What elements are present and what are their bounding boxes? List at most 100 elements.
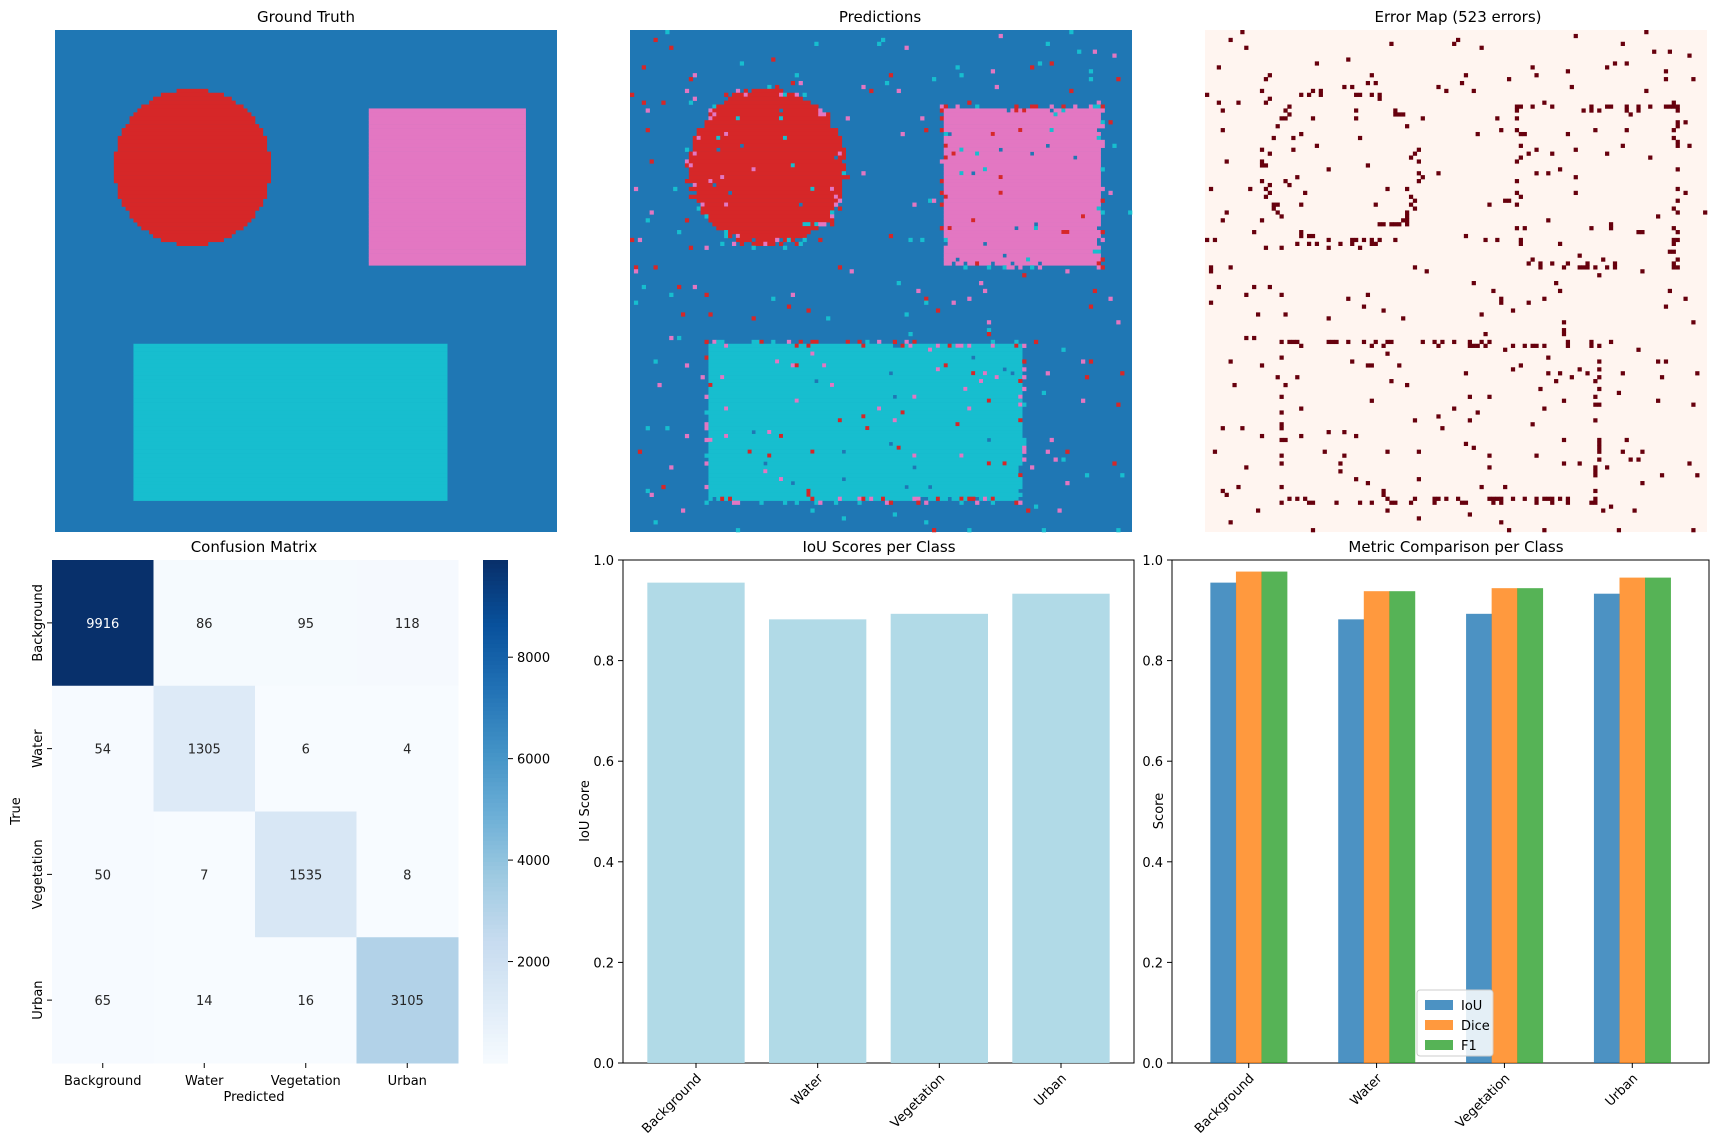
prediction-pixel-run xyxy=(994,496,1019,501)
ground-truth-pixel-run xyxy=(133,481,448,486)
prediction-pixel-run xyxy=(1100,265,1105,270)
ground-truth-pixel-run xyxy=(133,394,448,399)
prediction-pixel-run xyxy=(782,237,788,243)
prediction-pixel-run xyxy=(688,155,835,160)
error-pixel xyxy=(1597,386,1602,392)
prediction-pixel-run xyxy=(1112,53,1117,58)
prediction-pixel-run xyxy=(947,363,1023,368)
error-pixel xyxy=(1350,241,1355,246)
prediction-pixel-run xyxy=(810,496,815,501)
prediction-pixel-run xyxy=(971,371,976,376)
confusion-cell xyxy=(52,685,154,812)
prediction-pixel-run xyxy=(1014,339,1019,345)
prediction-pixel-run xyxy=(967,528,972,533)
error-pixel xyxy=(1593,496,1598,501)
prediction-pixel-run xyxy=(708,402,1019,407)
prediction-pixel-run xyxy=(1116,320,1121,325)
prediction-pixel-run xyxy=(712,179,843,184)
colorbar-segment xyxy=(483,912,508,917)
colorbar-segment xyxy=(483,1046,508,1052)
prediction-pixel-run xyxy=(653,359,658,364)
error-pixel xyxy=(1667,49,1672,54)
error-pixel xyxy=(1620,41,1625,46)
error-pixel xyxy=(1205,92,1210,97)
prediction-pixel-run xyxy=(943,182,1101,188)
ground-truth-pixel-run xyxy=(129,210,256,215)
prediction-pixel-run xyxy=(1014,108,1019,113)
prediction-pixel-run xyxy=(998,175,1003,180)
error-pixel xyxy=(1534,171,1539,176)
error-pixel xyxy=(1350,237,1355,243)
error-pixel xyxy=(1220,108,1225,113)
error-pixel xyxy=(1291,147,1296,152)
colorbar-tick-label: 8000 xyxy=(517,651,550,666)
error-map-title: Error Map (523 errors) xyxy=(1375,8,1542,26)
prediction-pixel-run xyxy=(810,492,1023,497)
prediction-pixel-run xyxy=(1026,257,1031,262)
prediction-pixel-run xyxy=(1057,112,1101,117)
error-pixel xyxy=(1656,398,1661,403)
error-pixel xyxy=(1397,222,1402,227)
prediction-pixel-run xyxy=(818,222,827,227)
error-pixel xyxy=(1546,171,1551,176)
error-pixel xyxy=(1232,382,1237,388)
prediction-pixel-run xyxy=(959,422,1023,427)
ground-truth-pixel-run xyxy=(368,155,526,160)
prediction-pixel-run xyxy=(704,410,901,415)
prediction-pixel-run xyxy=(908,237,913,243)
prediction-pixel-run xyxy=(920,116,925,121)
error-pixel xyxy=(1506,198,1512,203)
error-pixel xyxy=(1342,453,1347,458)
colorbar-segment xyxy=(483,580,508,586)
prediction-pixel-run xyxy=(637,237,643,243)
ground-truth-pixel-run xyxy=(133,484,448,490)
error-pixel xyxy=(1369,237,1374,243)
prediction-pixel-run xyxy=(1061,347,1066,352)
metric-x-tick-label: Background xyxy=(1192,1071,1257,1136)
error-pixel xyxy=(1624,104,1629,109)
error-pixel xyxy=(1675,265,1680,270)
error-pixel xyxy=(1377,92,1382,97)
prediction-pixel-run xyxy=(692,151,697,156)
prediction-pixel-run xyxy=(712,437,988,443)
prediction-pixel-run xyxy=(1002,147,1101,152)
prediction-pixel-run xyxy=(786,237,792,243)
prediction-pixel-run xyxy=(1065,108,1105,113)
prediction-pixel-run xyxy=(704,245,709,250)
ground-truth-pixel-run xyxy=(133,402,448,407)
ground-truth-pixel-run xyxy=(368,257,526,262)
ground-truth-pixel-run xyxy=(368,171,526,176)
prediction-pixel-run xyxy=(767,469,1019,474)
error-pixel xyxy=(1691,402,1696,407)
prediction-pixel-run xyxy=(708,465,913,470)
error-pixel xyxy=(1405,214,1410,219)
prediction-pixel-run xyxy=(751,316,756,321)
prediction-pixel-run xyxy=(881,496,886,501)
prediction-pixel-run xyxy=(877,339,882,345)
prediction-pixel-run xyxy=(837,265,843,270)
prediction-pixel-run xyxy=(1041,528,1047,533)
prediction-pixel-run xyxy=(798,241,803,246)
ground-truth-pixel-run xyxy=(133,441,448,447)
error-pixel xyxy=(1557,288,1563,294)
confusion-cell-value: 1535 xyxy=(289,868,322,883)
error-pixel xyxy=(1675,139,1680,145)
prediction-pixel-run xyxy=(708,343,725,348)
prediction-pixel-run xyxy=(798,343,807,348)
prediction-pixel-run xyxy=(1100,210,1105,215)
prediction-pixel-run xyxy=(704,422,709,427)
error-pixel xyxy=(1561,398,1567,403)
prediction-pixel-run xyxy=(771,453,913,458)
prediction-pixel-run xyxy=(857,339,862,345)
prediction-pixel-run xyxy=(904,312,909,317)
prediction-pixel-run xyxy=(708,430,752,435)
confusion-cell xyxy=(255,811,357,938)
prediction-pixel-run xyxy=(1002,265,1007,270)
error-pixel xyxy=(1385,351,1390,356)
error-pixel xyxy=(1687,461,1692,466)
ground-truth-pixel-run xyxy=(113,155,272,160)
colorbar-segment xyxy=(483,769,508,775)
error-pixel xyxy=(1597,457,1602,462)
prediction-pixel-run xyxy=(810,508,815,513)
